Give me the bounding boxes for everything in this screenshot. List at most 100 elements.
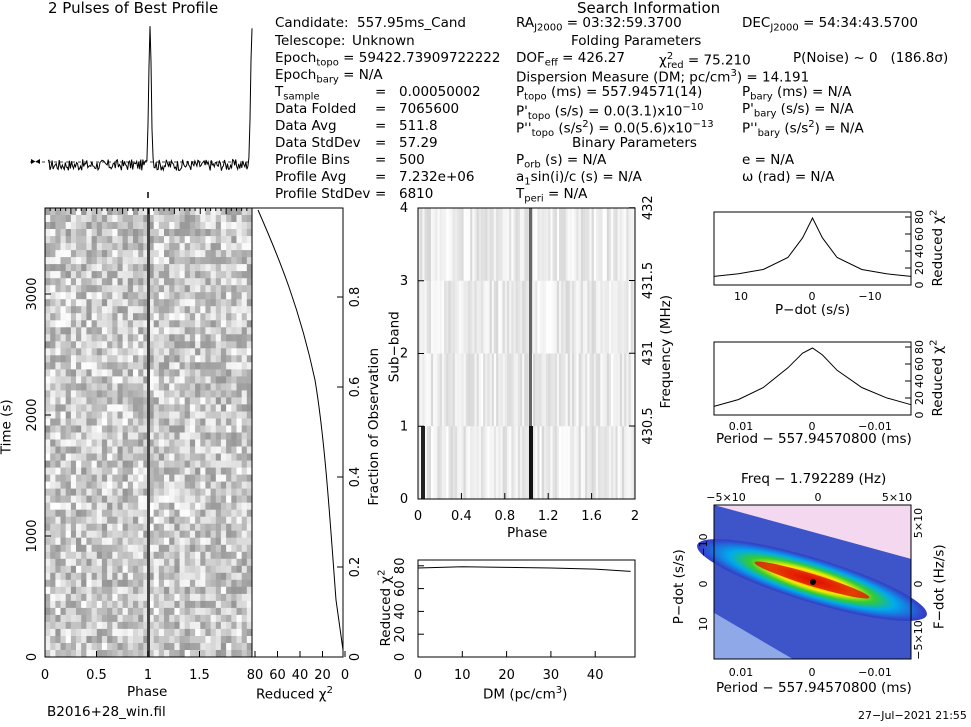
- time-phase-cell: [45, 432, 51, 440]
- time-phase-cell: [164, 404, 170, 412]
- freq-tick-label: 432: [641, 195, 656, 220]
- time-phase-cell: [195, 278, 201, 286]
- time-phase-cell: [195, 502, 201, 511]
- time-phase-cell: [86, 650, 93, 658]
- time-phase-cell: [45, 215, 51, 223]
- time-phase-cell: [101, 313, 108, 321]
- time-phase-cell: [122, 341, 129, 349]
- time-phase-cell: [50, 516, 56, 525]
- time-phase-cell: [169, 278, 175, 286]
- time-phase-cell: [158, 530, 165, 539]
- time-phase-cell: [210, 292, 217, 300]
- time-phase-cell: [76, 348, 82, 356]
- pdot-tick-label: 0: [809, 290, 816, 303]
- time-phase-cell: [117, 509, 124, 518]
- time-phase-cell: [148, 334, 155, 342]
- subband-cell: [622, 280, 625, 355]
- time-phase-cell: [184, 621, 191, 630]
- time-phase-cell: [189, 376, 196, 384]
- subband-cell: [567, 426, 571, 500]
- phase-tick-label-sub: 0.4: [451, 509, 472, 524]
- time-phase-cell: [65, 439, 72, 447]
- stat-value: 500: [399, 152, 425, 168]
- time-phase-cell: [200, 306, 206, 314]
- time-phase-cell: [210, 565, 217, 574]
- time-phase-cell: [86, 432, 93, 440]
- time-phase-cell: [158, 544, 165, 553]
- time-phase-cell: [45, 271, 51, 279]
- time-phase-cell: [91, 593, 98, 602]
- time-phase-cell: [164, 586, 170, 595]
- subband-cell: [587, 353, 590, 427]
- time-phase-cell: [127, 418, 134, 426]
- time-phase-cell: [60, 376, 67, 384]
- time-phase-cell: [117, 278, 124, 286]
- time-phase-cell: [231, 229, 237, 237]
- time-phase-cell: [220, 523, 227, 532]
- time-phase-cell: [164, 334, 170, 342]
- time-phase-cell: [226, 355, 232, 363]
- time-phase-cell: [138, 467, 144, 476]
- freq-top-tick-label: 5×10: [882, 491, 912, 504]
- pd-y-tick-label: 10: [697, 617, 710, 631]
- time-phase-cell: [158, 607, 165, 616]
- time-phase-cell: [236, 341, 243, 349]
- time-phase-cell: [236, 643, 243, 651]
- time-phase-cell: [65, 313, 72, 321]
- time-phase-cell: [200, 320, 206, 328]
- time-phase-cell: [226, 327, 232, 335]
- time-phase-cell: [174, 320, 181, 328]
- time-phase-cell: [65, 614, 72, 623]
- time-phase-cell: [81, 313, 87, 321]
- time-phase-cell: [76, 544, 82, 553]
- time-phase-cell: [107, 495, 113, 504]
- time-phase-cell: [231, 411, 237, 419]
- subband-cell: [517, 280, 521, 355]
- time-phase-cell: [179, 446, 186, 454]
- time-phase-cell: [179, 636, 186, 644]
- subband-cell: [563, 426, 567, 500]
- subband-cell: [530, 280, 534, 355]
- time-phase-cell: [226, 215, 232, 223]
- time-phase-cell: [174, 467, 181, 476]
- time-phase-cell: [117, 306, 124, 314]
- time-phase-cell: [210, 271, 217, 279]
- time-phase-cell: [220, 208, 227, 216]
- time-phase-cell: [210, 306, 217, 314]
- subband-cell: [454, 353, 458, 427]
- time-phase-cell: [236, 446, 243, 454]
- period-tick-label-lower: 0: [809, 666, 816, 679]
- time-phase-cell: [76, 453, 82, 461]
- time-phase-cell: [226, 600, 232, 609]
- time-phase-cell: [96, 636, 103, 644]
- time-phase-cell: [45, 341, 51, 349]
- time-phase-cell: [70, 628, 77, 637]
- time-phase-cell: [50, 208, 56, 216]
- time-phase-cell: [101, 355, 108, 363]
- time-phase-cell: [153, 600, 160, 609]
- time-phase-cell: [133, 579, 139, 588]
- time-phase-cell: [55, 488, 62, 497]
- time-phase-cell: [246, 348, 253, 356]
- dm-chi2-tick-label: 40: [393, 603, 408, 620]
- subband-cell: [617, 353, 621, 427]
- time-phase-cell: [169, 600, 175, 609]
- subband-cell: [537, 208, 541, 282]
- time-phase-cell: [210, 439, 217, 447]
- time-phase-cell: [60, 320, 67, 328]
- time-phase-cell: [117, 229, 124, 237]
- time-phase-cell: [174, 495, 181, 504]
- time-phase-cell: [55, 229, 62, 237]
- time-phase-cell: [220, 544, 227, 553]
- time-phase-cell: [153, 495, 160, 504]
- time-phase-cell: [158, 460, 165, 469]
- time-phase-cell: [76, 502, 82, 511]
- subband-cell: [472, 280, 475, 355]
- time-phase-cell: [96, 257, 103, 265]
- time-phase-cell: [158, 621, 165, 630]
- time-phase-cell: [169, 271, 175, 279]
- time-phase-cell: [231, 607, 237, 616]
- time-phase-cell: [133, 250, 139, 258]
- subband-cell: [550, 208, 554, 282]
- time-phase-cell: [148, 558, 155, 567]
